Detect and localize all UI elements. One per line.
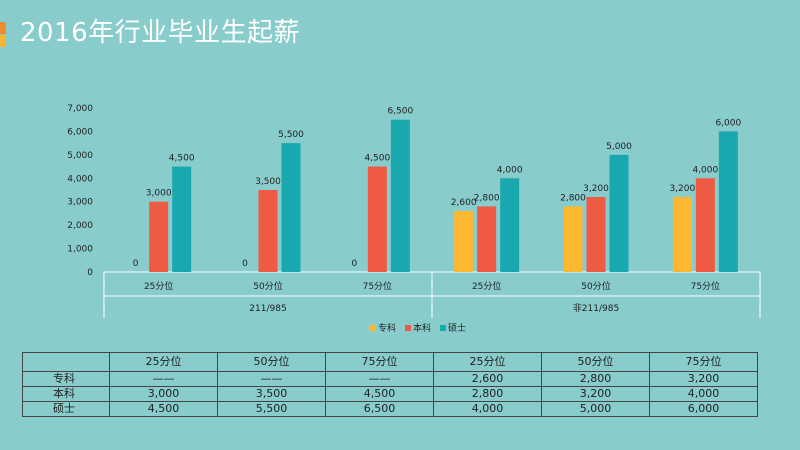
legend-swatch: [405, 325, 411, 331]
x-tick-label: 75分位: [363, 280, 392, 292]
data-label: 0: [242, 259, 248, 269]
bar: [390, 119, 410, 272]
y-tick-label: 5,000: [67, 151, 93, 161]
data-label: 6,500: [387, 107, 413, 117]
data-label: 4,500: [169, 154, 195, 164]
data-label: 4,000: [497, 165, 523, 175]
legend-label: 硕士: [448, 322, 466, 334]
table-cell: 6,000: [649, 401, 758, 417]
data-label: 2,800: [560, 193, 586, 203]
data-label: 2,600: [451, 198, 477, 208]
bar: [718, 131, 738, 272]
x-tick-label: 25分位: [144, 280, 173, 292]
table-cell: 4,000: [433, 401, 542, 417]
table-header-cell: [22, 352, 110, 372]
bar: [672, 197, 692, 272]
table-cell: 6,500: [325, 401, 434, 417]
bar: [258, 190, 278, 272]
table-cell: 3,200: [649, 371, 758, 387]
table-cell: ——: [217, 371, 326, 387]
data-label: 5,000: [606, 142, 632, 152]
title-bar: 2016年行业毕业生起薪: [0, 8, 800, 48]
table-cell: 2,600: [433, 371, 542, 387]
x-tick-label: 50分位: [253, 280, 282, 292]
table-header-cell: 75分位: [649, 352, 758, 372]
legend-label: 本科: [413, 322, 431, 334]
page-title: 2016年行业毕业生起薪: [20, 18, 301, 48]
data-table: 25分位 50分位 75分位 25分位 50分位 75分位 专科 —— —— —…: [22, 352, 758, 417]
table-header-cell: 25分位: [433, 352, 542, 372]
data-label: 3,200: [669, 184, 695, 194]
data-label: 3,200: [583, 184, 609, 194]
table-cell: 3,500: [217, 386, 326, 402]
data-label: 3,500: [255, 177, 281, 187]
table-cell: 4,000: [649, 386, 758, 402]
bar: [454, 211, 474, 272]
bar: [149, 201, 169, 272]
table-cell: ——: [109, 371, 218, 387]
table-row: 硕士 4,500 5,500 6,500 4,000 5,000 6,000: [22, 401, 758, 417]
table-cell: 2,800: [541, 371, 650, 387]
y-tick-label: 4,000: [67, 174, 93, 184]
table-header-cell: 50分位: [541, 352, 650, 372]
group-label: 非211/985: [573, 302, 619, 314]
table-header-cell: 50分位: [217, 352, 326, 372]
table-cell: 4,500: [325, 386, 434, 402]
table-cell: 5,500: [217, 401, 326, 417]
table-cell: ——: [325, 371, 434, 387]
x-tick-label: 50分位: [581, 280, 610, 292]
y-tick-label: 7,000: [67, 104, 93, 114]
data-label: 4,500: [364, 154, 390, 164]
bar-chart: 0 1,000 2,000 3,000 4,000 5,000 6,000 7,000 25分位…: [67, 104, 761, 334]
x-tick-label: 75分位: [691, 280, 720, 292]
table-cell: 2,800: [433, 386, 542, 402]
bar: [609, 154, 629, 272]
bar: [367, 166, 387, 272]
accent-square-bottom: [0, 35, 6, 47]
table-row: 本科 3,000 3,500 4,500 2,800 3,200 4,000: [22, 386, 758, 402]
table-row-label: 本科: [22, 386, 110, 402]
table-row-label: 硕士: [22, 401, 110, 417]
legend-swatch: [440, 325, 446, 331]
data-label: 4,000: [692, 165, 718, 175]
bar: [586, 197, 606, 272]
y-tick-label: 1,000: [67, 245, 93, 255]
table-row-label: 专科: [22, 371, 110, 387]
data-label: 2,800: [474, 193, 500, 203]
data-label: 0: [133, 259, 139, 269]
legend-swatch: [370, 325, 376, 331]
table-header-cell: 25分位: [109, 352, 218, 372]
y-tick-label: 6,000: [67, 127, 93, 137]
table-cell: 5,000: [541, 401, 650, 417]
table-header-cell: 75分位: [325, 352, 434, 372]
legend-label: 专科: [378, 322, 396, 334]
x-tick-label: 25分位: [472, 280, 501, 292]
data-label: 6,000: [715, 118, 741, 128]
bar: [695, 178, 715, 272]
bar: [477, 206, 497, 272]
table-cell: 3,200: [541, 386, 650, 402]
bar: [563, 206, 583, 272]
table-cell: 4,500: [109, 401, 218, 417]
data-label: 3,000: [146, 189, 172, 199]
table-header-row: 25分位 50分位 75分位 25分位 50分位 75分位: [22, 352, 758, 372]
bar: [172, 166, 192, 272]
data-label: 5,500: [278, 130, 304, 140]
accent-square-top: [0, 22, 6, 34]
y-tick-label: 2,000: [67, 221, 93, 231]
table-row: 专科 —— —— —— 2,600 2,800 3,200: [22, 371, 758, 387]
y-tick-label: 0: [87, 268, 93, 278]
bar: [500, 178, 520, 272]
table-cell: 3,000: [109, 386, 218, 402]
group-label: 211/985: [249, 304, 286, 314]
data-label: 0: [351, 259, 357, 269]
bar: [281, 143, 301, 272]
y-tick-label: 3,000: [67, 198, 93, 208]
